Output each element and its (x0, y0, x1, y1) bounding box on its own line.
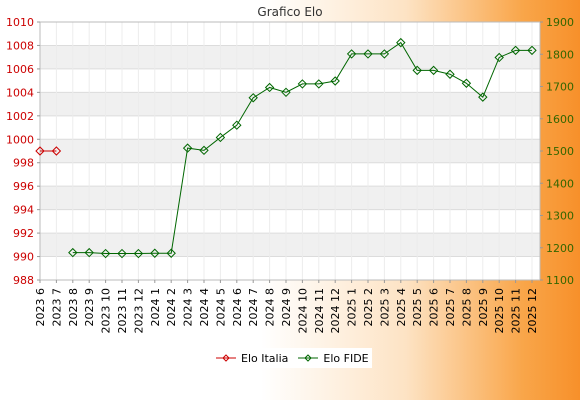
tick-label-x: 2025 9 (477, 288, 490, 327)
series-point-1 (428, 65, 439, 76)
legend-swatch-italia (216, 354, 236, 362)
tick-label-x: 2024 6 (231, 288, 244, 327)
tick-label-x: 2025 7 (444, 288, 457, 327)
series-point-1 (363, 49, 373, 59)
tick-label-right: 1400 (546, 177, 574, 190)
tick-label-x: 2025 2 (362, 288, 375, 327)
tick-label-left: 1010 (6, 16, 34, 29)
tick-label-x: 2024 8 (264, 288, 277, 327)
tick-label-right: 1200 (546, 242, 574, 255)
series-line-1 (72, 41, 532, 255)
grid-band (40, 186, 540, 210)
tick-label-x: 2024 5 (214, 288, 227, 327)
tick-label-x: 2025 10 (493, 288, 506, 334)
series-point-0 (51, 146, 62, 156)
chart-legend: Elo Italia Elo FIDE (210, 348, 372, 368)
series-point-1 (248, 93, 258, 103)
tick-label-x: 2023 7 (50, 288, 63, 327)
tick-label-left: 1004 (6, 86, 34, 99)
series-point-1 (510, 45, 521, 56)
series-point-1 (100, 248, 111, 259)
tick-label-x: 2023 8 (67, 288, 80, 327)
tick-label-x: 2024 9 (280, 288, 293, 327)
legend-item-fide: Elo FIDE (298, 351, 369, 365)
series-point-1 (117, 248, 127, 259)
tick-label-x: 2025 12 (526, 288, 539, 334)
tick-label-right: 1300 (546, 210, 574, 223)
tick-label-x: 2024 4 (198, 288, 211, 327)
tick-label-left: 992 (13, 227, 34, 240)
legend-label-italia: Elo Italia (241, 351, 289, 365)
tick-label-right: 1800 (546, 48, 574, 61)
series-point-1 (199, 145, 209, 156)
tick-label-x: 2025 3 (378, 288, 391, 327)
series-point-1 (166, 248, 176, 258)
tick-label-x: 2024 7 (247, 288, 260, 327)
tick-label-x: 2023 12 (132, 288, 145, 334)
grid-band (40, 45, 540, 69)
tick-label-left: 988 (13, 274, 34, 287)
tick-label-right: 1500 (546, 145, 574, 158)
tick-label-x: 2025 5 (411, 288, 424, 327)
tick-label-x: 2024 11 (313, 288, 326, 334)
tick-label-x: 2024 2 (165, 288, 178, 327)
legend-swatch-fide (298, 354, 319, 362)
tick-label-right: 1700 (546, 81, 574, 94)
series-point-1 (396, 37, 406, 48)
series-point-0 (35, 146, 45, 156)
series-point-1 (412, 65, 422, 76)
tick-label-right: 1100 (546, 274, 574, 287)
series-point-1 (445, 69, 455, 79)
series-point-1 (68, 247, 78, 258)
tick-label-left: 998 (13, 157, 34, 170)
tick-label-x: 2025 8 (460, 288, 473, 327)
series-point-1 (346, 49, 357, 59)
series-point-1 (478, 92, 488, 102)
tick-label-left: 1008 (6, 39, 34, 52)
series-point-1 (232, 120, 242, 130)
series-point-1 (314, 79, 324, 89)
tick-label-x: 2025 6 (428, 288, 441, 327)
series-point-1 (461, 78, 472, 88)
series-point-1 (494, 52, 504, 63)
series-point-1 (182, 143, 193, 153)
tick-label-left: 994 (13, 204, 34, 217)
tick-label-left: 990 (13, 251, 34, 264)
grid-band (40, 139, 540, 163)
tick-label-left: 1000 (6, 133, 34, 146)
chart-title: Grafico Elo (257, 5, 322, 19)
series-point-1 (264, 82, 275, 93)
series-point-1 (215, 132, 226, 143)
tick-label-x: 2025 1 (346, 288, 359, 327)
series-point-1 (330, 76, 340, 86)
legend-item-italia: Elo Italia (216, 352, 288, 365)
tick-label-left: 1002 (6, 110, 34, 123)
grid-band (40, 92, 540, 116)
tick-label-right: 1600 (546, 113, 574, 126)
tick-label-x: 2024 1 (149, 288, 162, 327)
series-point-1 (281, 87, 291, 98)
series-point-1 (133, 248, 144, 259)
tick-label-left: 1006 (6, 63, 34, 76)
series-point-1 (527, 45, 537, 56)
tick-label-x: 2023 9 (83, 288, 96, 327)
tick-label-x: 2024 12 (329, 288, 342, 334)
series-point-1 (84, 247, 94, 258)
series-point-1 (150, 248, 160, 258)
series-point-1 (297, 79, 308, 89)
tick-label-x: 2024 3 (182, 288, 195, 327)
tick-label-x: 2023 6 (34, 288, 47, 327)
tick-label-x: 2023 11 (116, 288, 129, 334)
tick-label-x: 2024 10 (296, 288, 309, 334)
grid-band (40, 233, 540, 257)
legend-label-fide: Elo FIDE (323, 351, 369, 365)
tick-label-x: 2025 11 (510, 288, 523, 334)
tick-label-right: 1900 (546, 16, 574, 29)
tick-label-x: 2023 10 (100, 288, 113, 334)
series-point-1 (379, 49, 390, 59)
tick-label-x: 2025 4 (395, 288, 408, 327)
tick-label-left: 996 (13, 180, 34, 193)
